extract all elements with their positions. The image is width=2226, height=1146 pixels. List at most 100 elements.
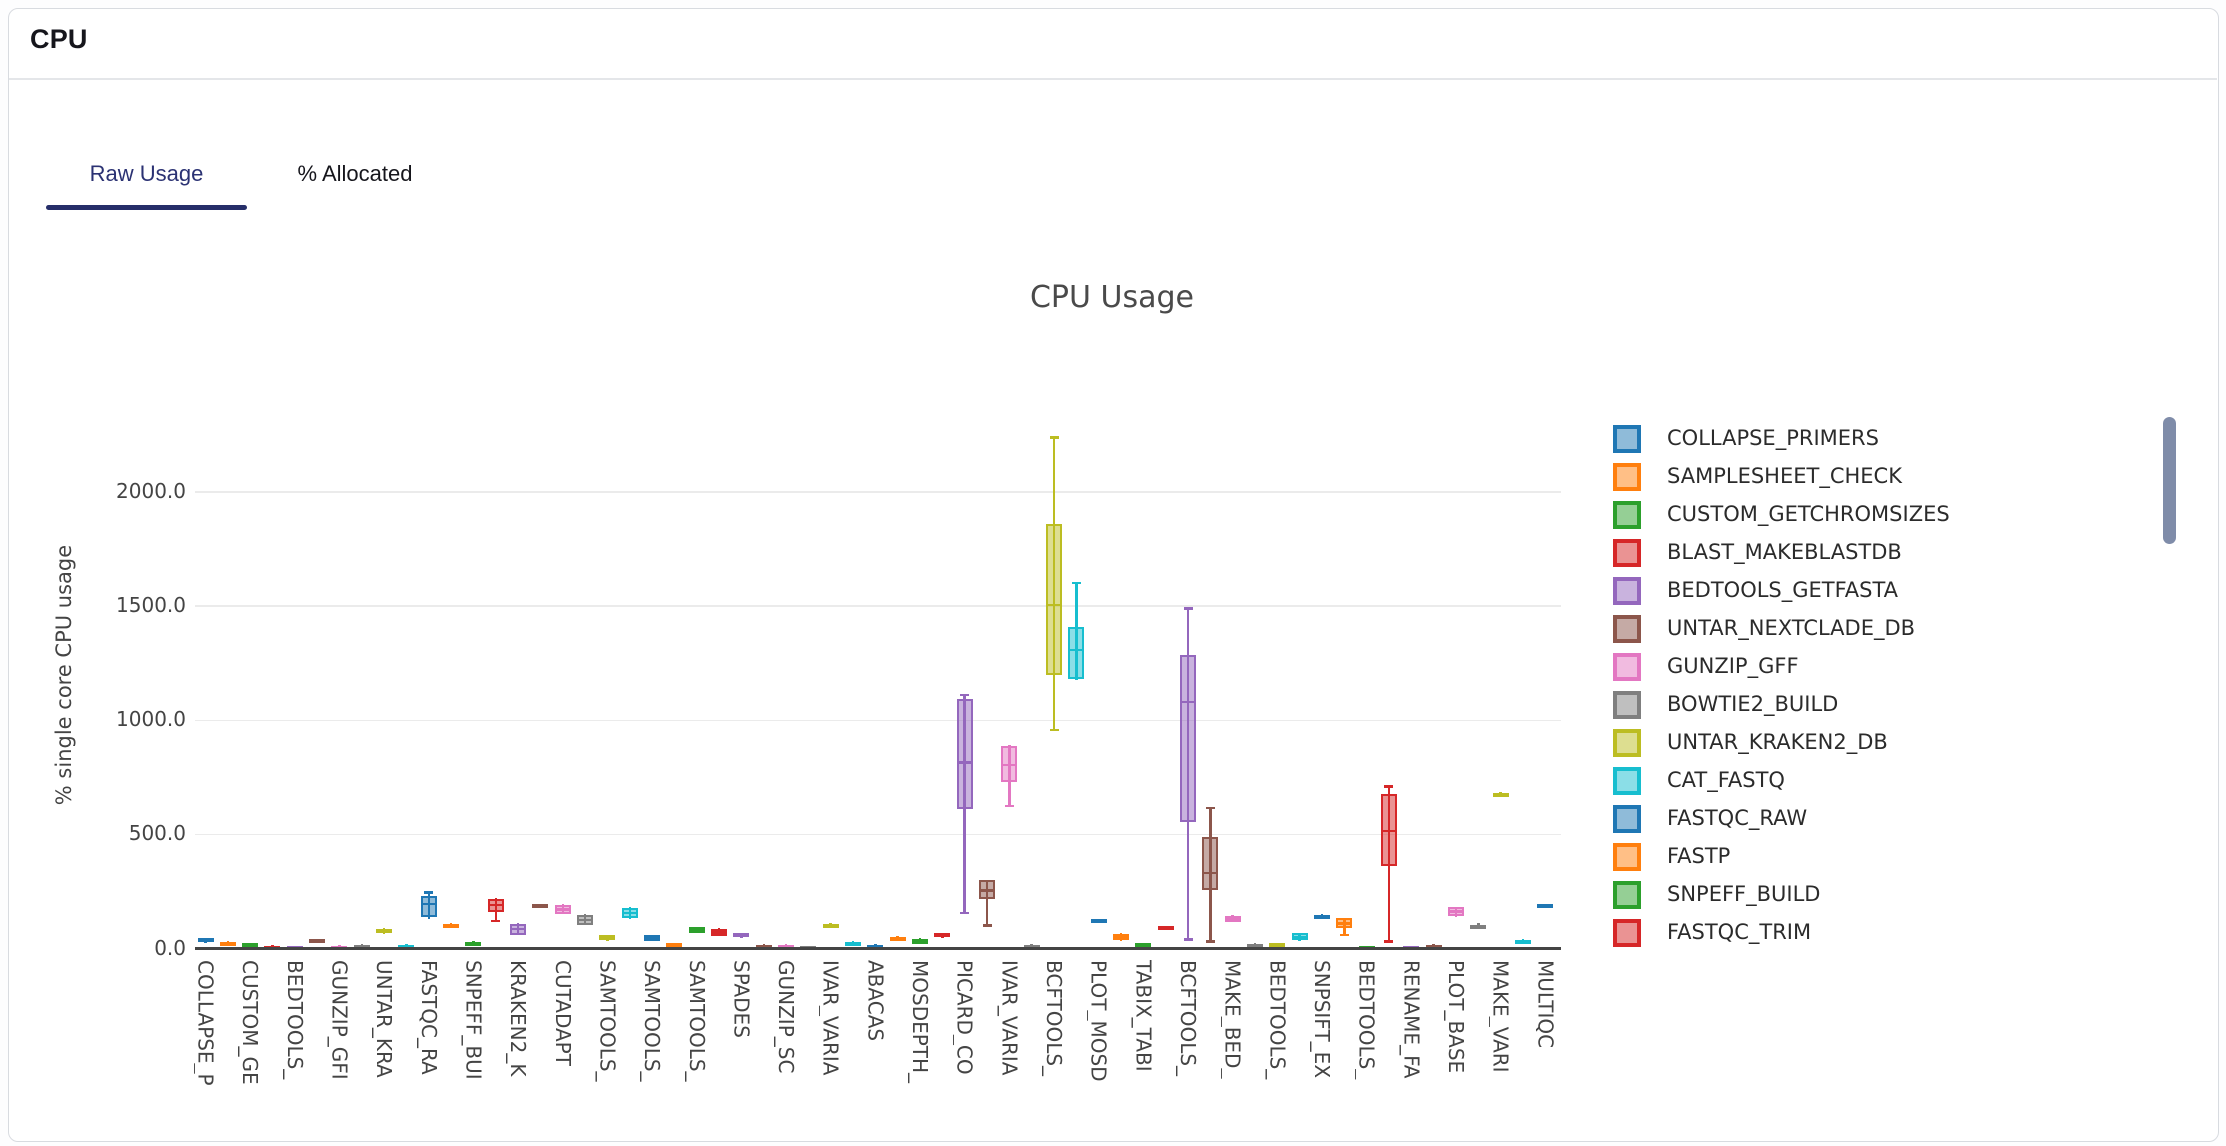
box-median-line	[1023, 944, 1040, 948]
box-median-line	[443, 924, 460, 927]
legend-item-label: CUSTOM_GETCHROMSIZES	[1667, 502, 1950, 526]
box-median-line	[1492, 793, 1509, 796]
x-tick-label: SNPSIFT_EX	[1310, 960, 1334, 1079]
box-plot	[1046, 524, 1063, 676]
legend-item-bowtie2_build[interactable]: BOWTIE2_BUILD	[1613, 691, 2173, 719]
legend-item-cat_fastq[interactable]: CAT_FASTQ	[1613, 767, 2173, 795]
box-median-line	[353, 944, 370, 948]
x-tick-label: BCFTOOLS_	[1176, 960, 1201, 1077]
tab-percent-allocated[interactable]: % Allocated	[260, 140, 450, 208]
legend-item-label: CAT_FASTQ	[1667, 768, 1785, 792]
y-tick-label: 0.0	[154, 935, 186, 960]
box-plot	[420, 896, 437, 918]
box-median-line	[867, 945, 884, 948]
chart-title: CPU Usage	[1029, 280, 1194, 315]
legend-item-snpeff_build[interactable]: SNPEFF_BUILD	[1613, 881, 2173, 909]
box-median-line	[755, 944, 772, 948]
box-whisker-cap-bottom	[1004, 804, 1014, 808]
box-median-line	[532, 903, 549, 907]
x-tick-label: GUNZIP_GFI	[327, 960, 352, 1080]
box-whisker-cap-top	[1183, 607, 1193, 610]
x-tick-label: ABACAS	[863, 960, 888, 1042]
x-tick-label: SPADES	[729, 960, 754, 1038]
box-median-line	[778, 944, 795, 948]
box-plot	[1068, 626, 1085, 680]
legend-swatch	[1613, 691, 1641, 719]
box-median-line	[1001, 763, 1018, 767]
legend-swatch	[1613, 919, 1641, 947]
box-median-line	[420, 902, 437, 906]
legend-scrollbar[interactable]	[2163, 417, 2176, 544]
box-median-line	[644, 936, 661, 940]
box-median-line	[510, 927, 527, 931]
box-median-line	[1470, 925, 1487, 929]
legend-item-label: COLLAPSE_PRIMERS	[1667, 426, 1879, 450]
x-tick-label: KRAKEN2_K	[506, 960, 531, 1077]
x-tick-label: SAMTOOLS_	[640, 960, 665, 1082]
box-whisker-cap-bottom	[960, 911, 970, 915]
y-tick-label: 1500.0	[116, 593, 186, 618]
box-median-line	[1180, 700, 1197, 704]
header-divider	[9, 78, 2217, 80]
box-whisker-cap-bottom	[1049, 728, 1059, 732]
box-whisker-cap-bottom	[491, 919, 501, 923]
box-median-line	[956, 761, 973, 764]
legend-item-label: FASTQC_RAW	[1667, 806, 1808, 830]
x-tick-label: COLLAPSE_P	[193, 960, 218, 1086]
box-median-line	[1090, 918, 1107, 922]
x-tick-label: GUNZIP_SC	[774, 960, 799, 1074]
legend-item-gunzip_gff[interactable]: GUNZIP_GFF	[1613, 653, 2173, 681]
legend-item-bedtools_getfasta[interactable]: BEDTOOLS_GETFASTA	[1613, 577, 2173, 605]
box-median-line	[822, 924, 839, 927]
box-median-line	[688, 928, 705, 932]
y-tick-label: 2000.0	[116, 479, 186, 504]
box-whisker-cap-bottom	[1183, 938, 1193, 941]
box-median-line	[465, 941, 482, 945]
x-tick-label: PLOT_BASE	[1443, 960, 1468, 1074]
x-tick-label: FASTQC_RA	[416, 960, 441, 1075]
tab-raw-usage-label: Raw Usage	[89, 161, 204, 186]
tab-raw-usage[interactable]: Raw Usage	[46, 140, 247, 210]
box-whisker-cap-top	[960, 693, 970, 697]
legend-item-samplesheet_check[interactable]: SAMPLESHEET_CHECK	[1613, 463, 2173, 491]
legend-item-label: SNPEFF_BUILD	[1667, 882, 1821, 906]
x-tick-label: BCFTOOLS_	[1042, 960, 1067, 1077]
box-median-line	[1068, 648, 1085, 652]
legend-item-fastqc_raw[interactable]: FASTQC_RAW	[1613, 805, 2173, 833]
legend-swatch	[1613, 767, 1641, 795]
legend-item-custom_getchromsizes[interactable]: CUSTOM_GETCHROMSIZES	[1613, 501, 2173, 529]
box-median-line	[331, 945, 348, 949]
box-median-line	[666, 943, 683, 947]
box-whisker-cap-top	[1049, 436, 1059, 439]
x-tick-label: MAKE_BED_	[1220, 960, 1245, 1079]
legend-item-label: UNTAR_KRAKEN2_DB	[1667, 730, 1888, 754]
box-whisker-cap-top	[1071, 581, 1081, 585]
legend-item-fastp[interactable]: FASTP	[1613, 843, 2173, 871]
legend-swatch	[1613, 615, 1641, 643]
box-median-line	[1224, 917, 1241, 921]
box-plot	[956, 698, 973, 810]
y-gridline	[195, 833, 1561, 836]
tab-percent-allocated-label: % Allocated	[297, 161, 413, 186]
box-median-line	[1113, 936, 1130, 939]
box-median-line	[1157, 926, 1174, 930]
cpu-card	[8, 8, 2219, 1142]
box-median-line	[1380, 829, 1397, 833]
box-median-line	[1046, 603, 1063, 607]
x-tick-label: TABIX_TABI	[1131, 960, 1156, 1072]
box-median-line	[621, 911, 638, 915]
box-whisker-cap-top	[424, 891, 434, 894]
card-title: CPU	[30, 24, 88, 54]
box-median-line	[264, 945, 281, 949]
legend-item-fastqc_trim[interactable]: FASTQC_TRIM	[1613, 919, 2173, 947]
box-median-line	[197, 939, 214, 942]
legend-item-untar_nextclade_db[interactable]: UNTAR_NEXTCLADE_DB	[1613, 615, 2173, 643]
box-whisker-cap-bottom	[982, 924, 992, 927]
legend-item-label: FASTQC_TRIM	[1667, 920, 1812, 944]
legend-item-untar_kraken2_db[interactable]: UNTAR_KRAKEN2_DB	[1613, 729, 2173, 757]
legend-item-blast_makeblastdb[interactable]: BLAST_MAKEBLASTDB	[1613, 539, 2173, 567]
box-median-line	[219, 942, 236, 945]
box-median-line	[1537, 903, 1554, 907]
legend-item-collapse_primers[interactable]: COLLAPSE_PRIMERS	[1613, 425, 2173, 453]
legend-swatch	[1613, 805, 1641, 833]
